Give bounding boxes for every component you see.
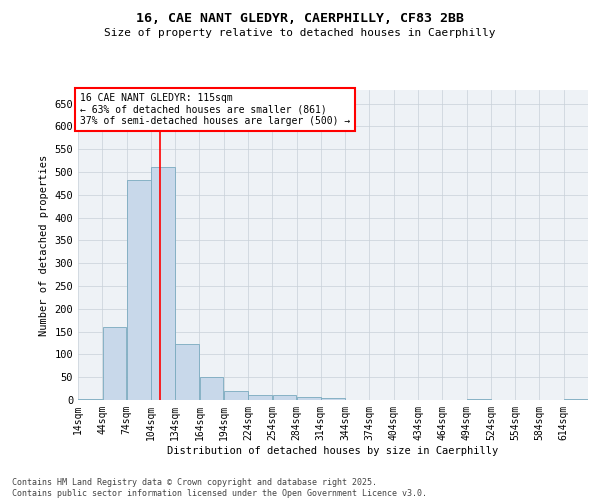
Bar — [564, 398, 588, 400]
Bar — [103, 327, 127, 400]
Bar — [272, 396, 296, 400]
Bar — [175, 344, 199, 400]
Bar — [248, 394, 272, 400]
X-axis label: Distribution of detached houses by size in Caerphilly: Distribution of detached houses by size … — [167, 446, 499, 456]
Bar — [200, 377, 223, 400]
Bar — [78, 398, 102, 400]
Bar — [224, 391, 248, 400]
Text: Contains HM Land Registry data © Crown copyright and database right 2025.
Contai: Contains HM Land Registry data © Crown c… — [12, 478, 427, 498]
Text: 16 CAE NANT GLEDYR: 115sqm
← 63% of detached houses are smaller (861)
37% of sem: 16 CAE NANT GLEDYR: 115sqm ← 63% of deta… — [80, 93, 350, 126]
Bar — [127, 180, 151, 400]
Y-axis label: Number of detached properties: Number of detached properties — [39, 154, 49, 336]
Bar — [321, 398, 345, 400]
Text: Size of property relative to detached houses in Caerphilly: Size of property relative to detached ho… — [104, 28, 496, 38]
Bar — [467, 398, 491, 400]
Text: 16, CAE NANT GLEDYR, CAERPHILLY, CF83 2BB: 16, CAE NANT GLEDYR, CAERPHILLY, CF83 2B… — [136, 12, 464, 26]
Bar — [297, 397, 320, 400]
Bar — [151, 168, 175, 400]
